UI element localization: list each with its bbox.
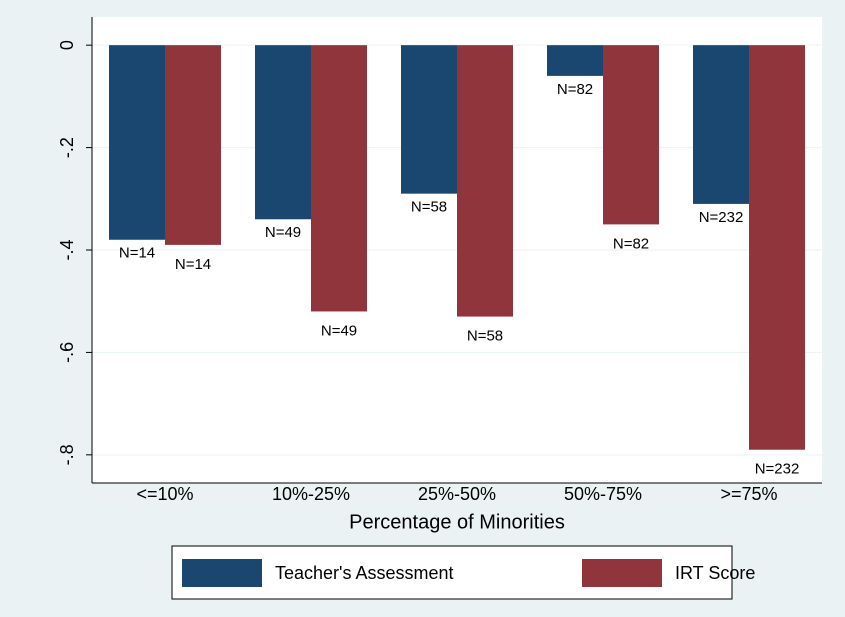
bar bbox=[547, 45, 603, 76]
x-tick-label: <=10% bbox=[136, 484, 193, 504]
bar-annotation: N=58 bbox=[411, 199, 447, 216]
x-axis-title: Percentage of Minorities bbox=[349, 511, 565, 533]
bar bbox=[311, 45, 367, 312]
bar bbox=[749, 45, 805, 450]
bar-annotation: N=232 bbox=[755, 461, 800, 478]
bar-annotation: N=49 bbox=[321, 322, 357, 339]
bar-annotation: N=58 bbox=[467, 328, 503, 345]
bar bbox=[255, 45, 311, 220]
bar-annotation: N=14 bbox=[119, 245, 155, 262]
bar-annotation: N=82 bbox=[557, 81, 593, 98]
bar bbox=[109, 45, 165, 240]
bar-annotation: N=14 bbox=[175, 256, 211, 273]
x-tick-label: 10%-25% bbox=[272, 484, 350, 504]
bar-annotation: N=82 bbox=[613, 235, 649, 252]
bar bbox=[401, 45, 457, 194]
legend-label: IRT Score bbox=[675, 563, 755, 583]
x-tick-label: 25%-50% bbox=[418, 484, 496, 504]
legend-label: Teacher's Assessment bbox=[275, 563, 454, 583]
x-tick-label: >=75% bbox=[720, 484, 777, 504]
bar-annotation: N=232 bbox=[699, 209, 744, 226]
bar bbox=[165, 45, 221, 245]
y-tick-label: -.2 bbox=[57, 137, 77, 158]
y-tick-label: -.6 bbox=[57, 342, 77, 363]
y-tick-label: 0 bbox=[57, 40, 77, 50]
bar bbox=[603, 45, 659, 225]
y-tick-label: -.4 bbox=[57, 239, 77, 260]
y-tick-label: -.8 bbox=[57, 444, 77, 465]
legend-swatch bbox=[582, 559, 662, 587]
x-tick-label: 50%-75% bbox=[564, 484, 642, 504]
legend-swatch bbox=[182, 559, 262, 587]
bar bbox=[693, 45, 749, 204]
bar bbox=[457, 45, 513, 317]
bar-annotation: N=49 bbox=[265, 224, 301, 241]
